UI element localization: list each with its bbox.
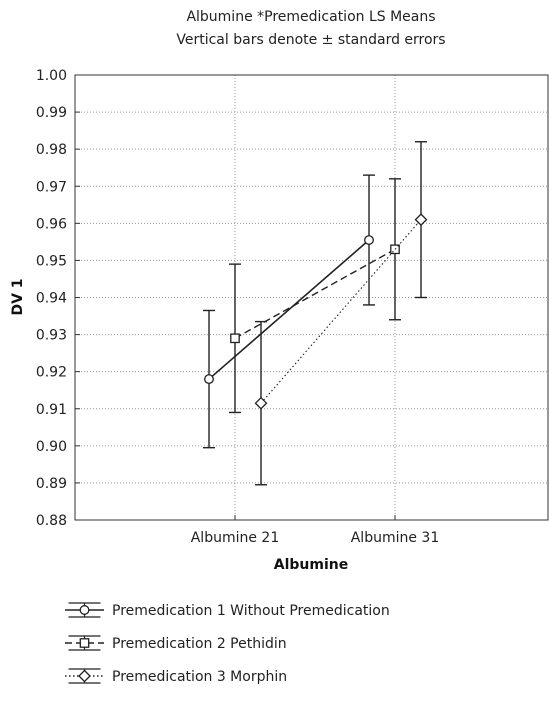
data-point bbox=[230, 333, 240, 344]
y-tick-label: 0.98 bbox=[36, 142, 67, 158]
x-tick-label: Albumine 31 bbox=[351, 530, 440, 546]
series-line bbox=[260, 219, 422, 404]
y-tick-label: 0.92 bbox=[36, 365, 67, 381]
y-tick-label: 0.91 bbox=[36, 402, 67, 418]
legend-entry-1: Premedication 1 Without Premedication bbox=[65, 602, 390, 619]
legend-entry-2: Premedication 2 Pethidin bbox=[65, 635, 287, 652]
y-tick-label: 0.90 bbox=[36, 439, 67, 455]
y-tick-label: 0.99 bbox=[36, 105, 67, 121]
series-2 bbox=[229, 178, 401, 414]
y-tick-label: 0.97 bbox=[36, 179, 67, 195]
legend-label: Premedication 2 Pethidin bbox=[112, 636, 287, 652]
y-tick-label: 0.93 bbox=[36, 328, 67, 344]
y-tick-label: 0.96 bbox=[36, 216, 67, 232]
data-point bbox=[254, 396, 268, 410]
series-1 bbox=[203, 174, 375, 449]
legend: Premedication 1 Without Premedication Pre… bbox=[65, 602, 390, 685]
y-axis-ticks: 0.88 0.89 0.90 0.91 0.92 0.93 0.94 0.95 0.96 0.97… bbox=[36, 68, 80, 529]
chart-subtitle: Vertical bars denote ± standard errors bbox=[176, 32, 445, 48]
y-tick-label: 0.94 bbox=[36, 291, 67, 307]
y-tick-label: 1.00 bbox=[36, 68, 67, 84]
legend-entry-3: Premedication 3 Morphin bbox=[65, 668, 287, 685]
legend-marker bbox=[79, 638, 90, 648]
chart-title: Albumine *Premedication LS Means bbox=[186, 9, 435, 25]
data-point bbox=[414, 213, 428, 227]
legend-marker bbox=[78, 669, 91, 683]
x-tick-label: Albumine 21 bbox=[191, 530, 280, 546]
y-axis-label: DV 1 bbox=[10, 278, 26, 315]
series-line bbox=[234, 248, 396, 339]
legend-label: Premedication 3 Morphin bbox=[112, 669, 287, 685]
data-point bbox=[204, 374, 214, 385]
grid bbox=[75, 75, 548, 520]
x-axis-ticks: Albumine 21 Albumine 31 bbox=[191, 515, 440, 546]
series-3 bbox=[254, 141, 428, 486]
y-tick-label: 0.95 bbox=[36, 253, 67, 269]
y-tick-label: 0.88 bbox=[36, 513, 67, 529]
plot-frame bbox=[74, 74, 549, 521]
x-axis-label: Albumine bbox=[274, 557, 348, 573]
legend-label: Premedication 1 Without Premedication bbox=[112, 603, 390, 619]
data-point bbox=[364, 235, 374, 245]
series-layer bbox=[203, 141, 428, 486]
legend-marker bbox=[79, 605, 90, 615]
y-tick-label: 0.89 bbox=[36, 476, 67, 492]
